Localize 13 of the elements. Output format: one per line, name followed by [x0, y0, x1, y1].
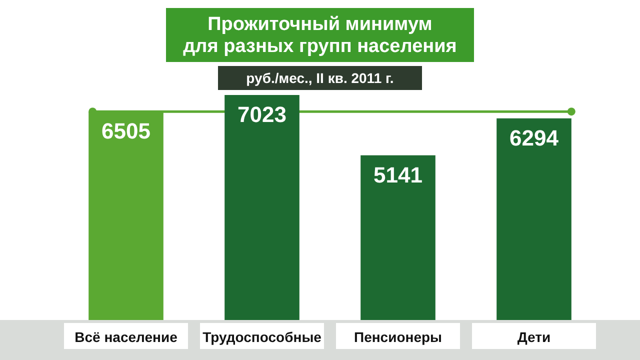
data-label: 6294 — [510, 125, 560, 150]
chart-title: Прожиточный минимум для разных групп населения — [183, 14, 457, 57]
data-label: 7023 — [238, 102, 286, 127]
bar — [360, 155, 436, 320]
data-label: 6505 — [102, 118, 150, 144]
data-label: 5141 — [374, 162, 422, 188]
x-tick-label: Всё население — [74, 329, 178, 345]
bar — [224, 95, 300, 320]
x-tick-label: Дети — [517, 329, 551, 345]
x-tick-label: Пенсионеры — [354, 329, 442, 345]
bar — [496, 118, 572, 320]
chart-subtitle: руб./мес., II кв. 2011 г. — [246, 70, 394, 86]
x-tick-label: Трудоспособные — [202, 329, 322, 345]
